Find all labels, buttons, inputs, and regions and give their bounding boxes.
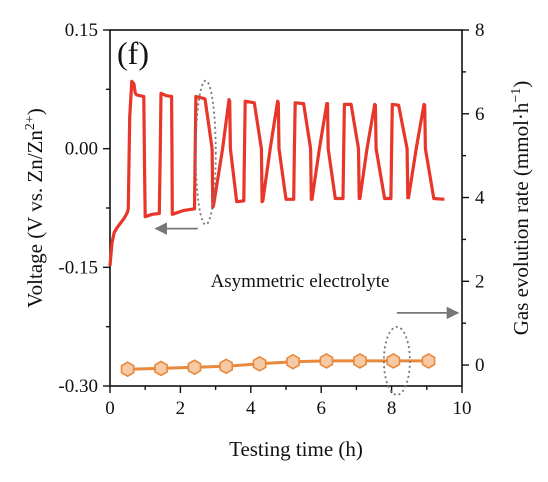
voltage-highlight-ellipse: [194, 79, 217, 226]
y-left-tick-label: -0.30: [58, 376, 98, 397]
y-right-title-end: ): [509, 81, 533, 88]
y-left-title-superscript: 2+: [23, 115, 38, 130]
y-left-title-main: Voltage (V vs. Zn/Zn: [23, 130, 47, 308]
x-tick-label: 10: [453, 398, 472, 419]
gas-data-point: [386, 352, 401, 369]
gas-data-point: [187, 359, 202, 376]
x-tick-label: 8: [387, 398, 397, 419]
y-right-title-main: Gas evolution rate (mmol·h: [509, 102, 533, 335]
y-right-tick-label: 6: [475, 104, 485, 125]
gas-data-point: [286, 353, 300, 370]
gas-data-point: [319, 352, 334, 369]
y-right-title-superscript: −1: [509, 88, 524, 103]
y-left-tick-label: 0.15: [65, 20, 98, 41]
gas-data-point: [421, 352, 436, 369]
gas-series-line: [127, 359, 429, 371]
x-tick-label: 6: [316, 398, 326, 419]
x-tick-label: 2: [176, 398, 186, 419]
y-left-tick-label: 0.00: [65, 139, 98, 160]
gas-data-point: [154, 360, 168, 377]
y-left-title-end: ): [23, 108, 47, 115]
plot-frame: [109, 29, 463, 387]
axes: [103, 29, 469, 393]
x-tick-label: 4: [246, 398, 256, 419]
x-tick-label: 0: [105, 398, 115, 419]
voltage-series-line: [108, 79, 445, 266]
text-layer: 0 2 4 6 8 10 0.15 0.00 -0.15 -0.30 8 6 4 2 0 (f) Asymmet…: [23, 20, 533, 461]
y-left-tick-label: -0.15: [58, 257, 98, 278]
gas-data-point: [353, 352, 367, 369]
y-right-tick-label: 0: [475, 355, 485, 376]
gas-data-point: [252, 355, 267, 372]
gas-data-point: [120, 361, 135, 378]
y-left-axis-title: Voltage (V vs. Zn/Zn2+): [23, 108, 47, 308]
x-axis-title: Testing time (h): [229, 437, 363, 461]
y-right-tick-label: 8: [475, 20, 485, 41]
gas-data-point: [219, 358, 233, 375]
y-right-tick-label: 2: [475, 271, 485, 292]
series-layer: [108, 79, 445, 378]
y-right-axis-title: Gas evolution rate (mmol·h−1): [509, 81, 533, 336]
panel-label: (f): [117, 35, 149, 71]
gas-highlight-ellipse: [382, 325, 411, 396]
annotation-layer: [154, 79, 460, 396]
y-right-tick-label: 4: [475, 188, 485, 209]
electrolyte-annotation: Asymmetric electrolyte: [211, 271, 390, 292]
